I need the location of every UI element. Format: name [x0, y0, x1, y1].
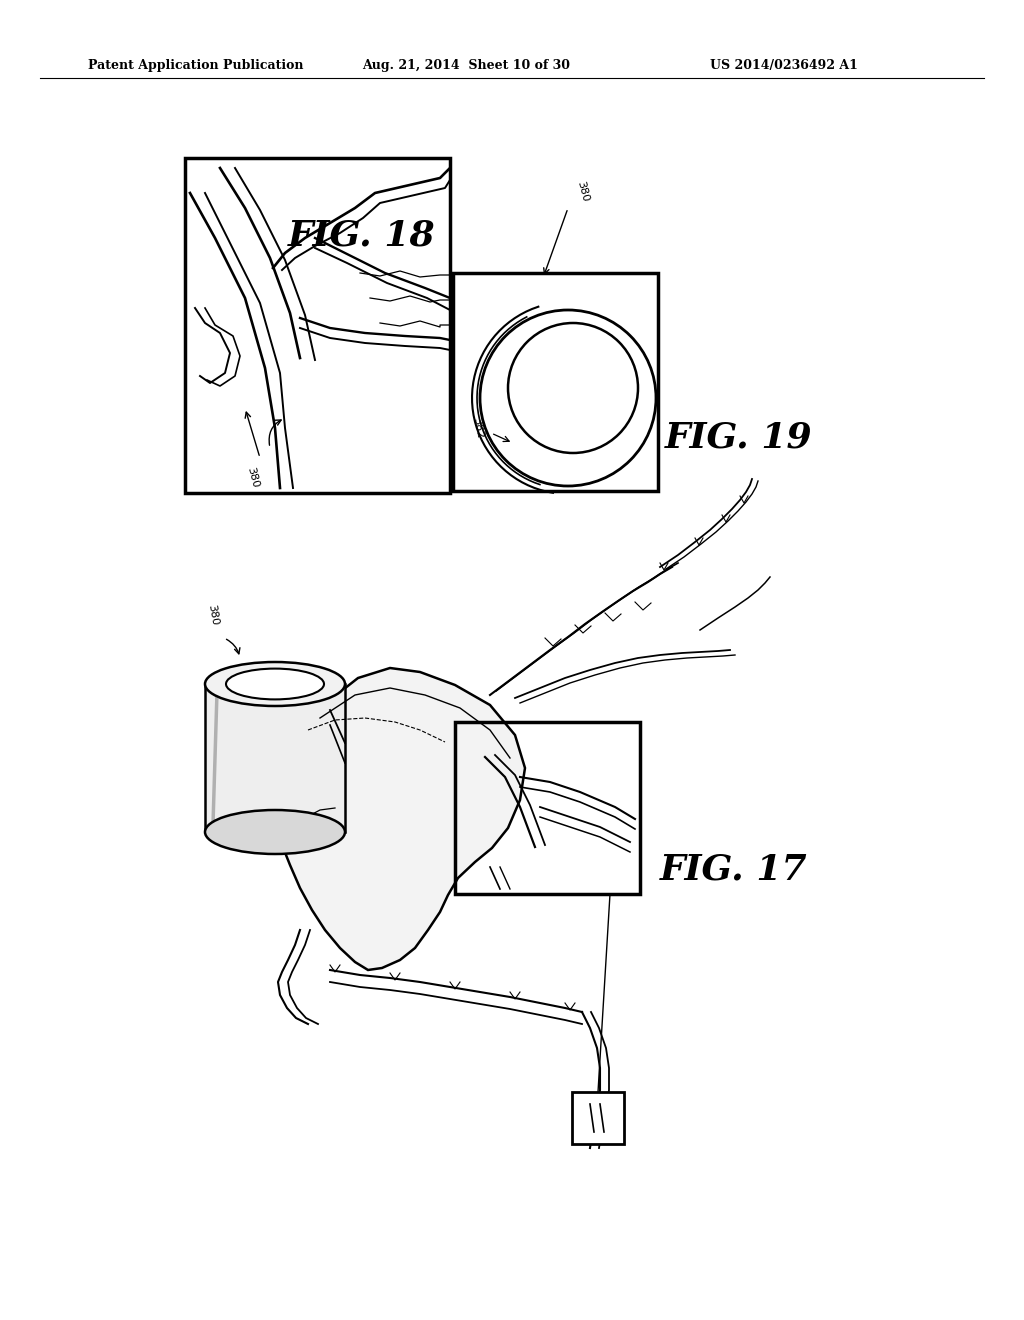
Ellipse shape — [205, 663, 345, 706]
Bar — [185, 158, 450, 492]
Ellipse shape — [508, 323, 638, 453]
Bar — [572, 1092, 624, 1144]
Bar — [205, 684, 345, 832]
Bar — [455, 722, 640, 894]
Text: 380: 380 — [246, 466, 260, 488]
Text: FIG. 19: FIG. 19 — [665, 421, 813, 455]
Text: FIG. 17: FIG. 17 — [660, 853, 808, 887]
Polygon shape — [268, 668, 525, 970]
Bar — [453, 273, 658, 491]
Text: 380: 380 — [206, 603, 220, 626]
Ellipse shape — [205, 810, 345, 854]
Ellipse shape — [480, 310, 656, 486]
Text: Patent Application Publication: Patent Application Publication — [88, 58, 303, 71]
Ellipse shape — [226, 669, 324, 700]
Text: US 2014/0236492 A1: US 2014/0236492 A1 — [710, 58, 858, 71]
Text: FIG. 18: FIG. 18 — [288, 218, 435, 252]
Text: 380: 380 — [575, 180, 591, 203]
Text: Aug. 21, 2014  Sheet 10 of 30: Aug. 21, 2014 Sheet 10 of 30 — [362, 58, 570, 71]
Text: 382: 382 — [471, 417, 484, 440]
